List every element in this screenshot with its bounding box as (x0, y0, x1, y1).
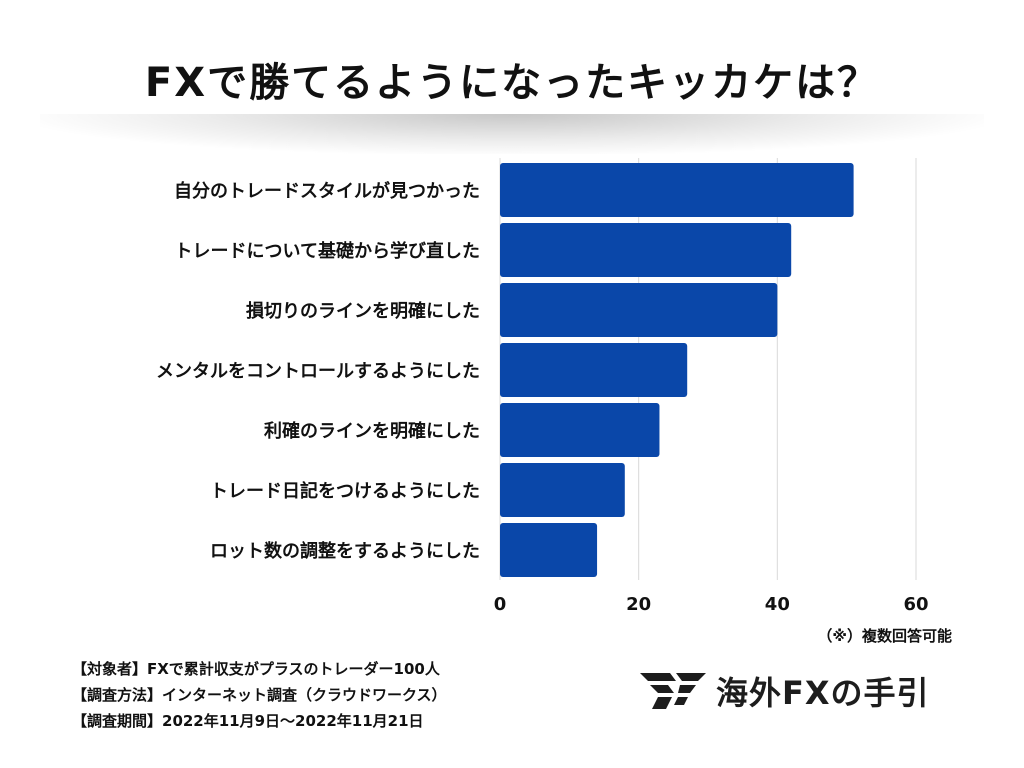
bar (500, 463, 625, 517)
bar (500, 523, 598, 577)
survey-target: 【対象者】FXで累計収支がプラスのトレーダー100人 (72, 660, 440, 678)
bar-chart: 自分のトレードスタイルが見つかったトレードについて基礎から学び直した損切りのライ… (156, 158, 929, 615)
category-label: トレードについて基礎から学び直した (175, 240, 480, 262)
logo-text: 海外FXの手引 (716, 674, 930, 712)
x-tick-label: 40 (765, 594, 790, 615)
category-labels: 自分のトレードスタイルが見つかったトレードについて基礎から学び直した損切りのライ… (156, 180, 480, 562)
category-label: 損切りのラインを明確にした (246, 300, 480, 322)
x-tick-label: 60 (903, 594, 928, 615)
x-tick-label: 20 (626, 594, 651, 615)
brand-logo: 海外FXの手引 (640, 668, 930, 714)
title-shadow-divider (40, 114, 984, 154)
x-tick-label: 0 (494, 594, 507, 615)
bar (500, 343, 688, 397)
bar (500, 283, 778, 337)
category-label: 利確のラインを明確にした (264, 420, 480, 442)
multiple-answer-note: （※）複数回答可能 (817, 627, 952, 645)
page-title: FXで勝てるようになったキッカケは？ (144, 60, 880, 106)
survey-info: 【対象者】FXで累計収支がプラスのトレーダー100人 【調査方法】インターネット… (72, 656, 447, 734)
fx-wing-logo-icon (640, 673, 706, 709)
category-label: ロット数の調整をするようにした (210, 540, 480, 562)
bar (500, 163, 854, 217)
survey-period: 【調査期間】2022年11月9日～2022年11月21日 (72, 712, 424, 730)
bars (500, 163, 854, 577)
x-tick-labels: 0 20 40 60 (494, 594, 929, 615)
bar (500, 223, 792, 277)
category-label: メンタルをコントロールするようにした (156, 361, 480, 382)
bar (500, 403, 660, 457)
category-label: 自分のトレードスタイルが見つかった (174, 180, 480, 202)
category-label: トレード日記をつけるようにした (210, 480, 480, 502)
survey-method: 【調査方法】インターネット調査（クラウドワークス） (72, 686, 447, 704)
